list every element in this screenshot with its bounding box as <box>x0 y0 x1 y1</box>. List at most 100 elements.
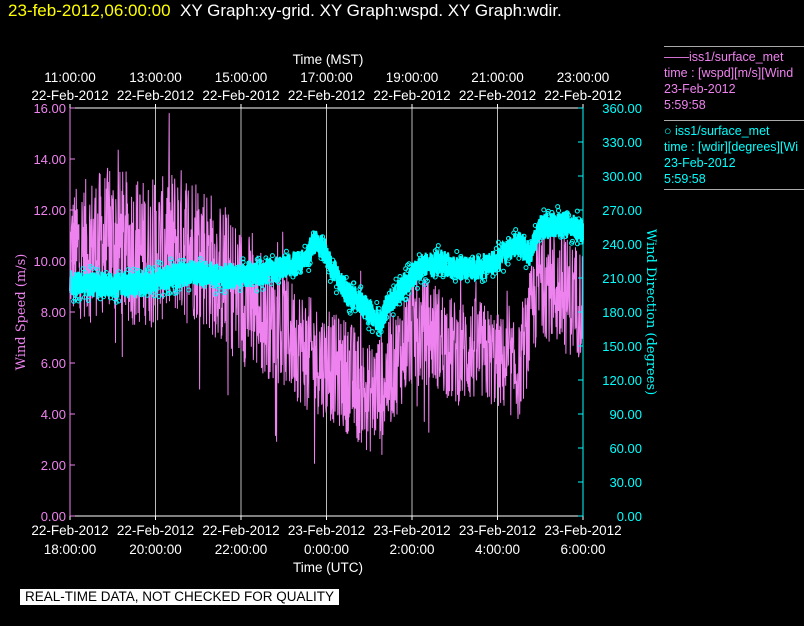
wind-direction-point <box>545 208 551 214</box>
wind-direction-point <box>541 207 547 213</box>
wind-direction-point <box>244 269 250 275</box>
wind-direction-point <box>181 279 187 285</box>
wind-direction-point <box>458 275 464 281</box>
wind-direction-point <box>410 277 416 283</box>
right-axis-title: Wind Direction (degrees) <box>643 229 658 395</box>
wind-direction-point <box>144 292 150 298</box>
legend-wdir-source: ○ iss1/surface_met <box>664 124 770 138</box>
wind-direction-point <box>282 253 288 259</box>
wind-direction-point <box>432 274 438 280</box>
top-tick-time-label: 21:00:00 <box>471 70 524 85</box>
wind-direction-point <box>263 262 269 268</box>
wind-direction-point <box>197 272 203 278</box>
wind-direction-point <box>343 274 349 280</box>
bottom-tick-time-label: 2:00:00 <box>389 542 434 557</box>
wind-direction-point <box>228 279 234 285</box>
wind-direction-point <box>305 248 311 254</box>
top-tick-time-label: 17:00:00 <box>300 70 353 85</box>
wind-direction-point <box>450 258 456 264</box>
wind-direction-point <box>116 269 122 275</box>
wind-direction-point <box>123 291 129 297</box>
chart-title: 23-feb-2012,06:00:00 XY Graph:xy-grid. X… <box>8 1 562 21</box>
wind-direction-point <box>564 210 570 216</box>
wind-direction-point <box>210 268 216 273</box>
bottom-tick-time-label: 22:00:00 <box>215 542 268 557</box>
wind-direction-point <box>115 276 121 282</box>
wind-direction-point <box>293 271 299 277</box>
wind-direction-point <box>177 286 183 292</box>
wind-direction-point <box>294 255 300 261</box>
wind-direction-point <box>411 270 417 276</box>
right-tick-label: 300.00 <box>602 169 642 184</box>
wind-direction-point <box>162 275 168 281</box>
bottom-axis-title: Time (UTC) <box>293 560 363 575</box>
wind-direction-point <box>269 253 275 259</box>
wind-direction-point <box>72 296 78 302</box>
wind-direction-point <box>384 314 390 320</box>
wind-direction-point <box>405 262 411 268</box>
wind-direction-point <box>559 225 565 231</box>
wind-direction-point <box>511 239 517 245</box>
wind-direction-point <box>449 274 455 280</box>
wind-direction-point <box>206 264 212 270</box>
right-tick-label: 210.00 <box>602 271 642 286</box>
top-tick-time-label: 23:00:00 <box>557 70 610 85</box>
wind-direction-point <box>90 284 96 290</box>
wind-direction-point <box>217 281 223 287</box>
wind-direction-point <box>417 271 423 277</box>
wind-direction-point <box>347 285 353 291</box>
right-tick-label: 30.00 <box>609 475 642 490</box>
wind-direction-point <box>556 208 561 214</box>
bottom-tick-time-label: 20:00:00 <box>129 542 182 557</box>
wind-direction-point <box>429 256 434 262</box>
wind-direction-point <box>558 234 564 240</box>
series-wind-speed <box>69 113 584 464</box>
wind-direction-point <box>468 259 474 265</box>
legend-wdir-date: 23-Feb-2012 <box>664 156 736 170</box>
wind-direction-point <box>160 292 166 298</box>
wind-direction-point <box>569 240 575 246</box>
wind-direction-point <box>269 270 275 276</box>
wind-direction-point <box>410 262 416 268</box>
wind-direction-point <box>113 299 119 305</box>
wind-direction-point <box>85 298 91 303</box>
wind-direction-point <box>492 270 498 276</box>
wind-direction-point <box>333 284 339 290</box>
wind-direction-point <box>74 290 79 296</box>
wind-direction-point <box>107 295 113 301</box>
wind-direction-point <box>424 278 430 284</box>
left-tick-label: 14.00 <box>33 152 66 167</box>
bottom-tick-date-label: 22-Feb-2012 <box>31 523 108 538</box>
wind-direction-point <box>390 312 396 318</box>
wind-direction-point <box>395 282 401 288</box>
wind-direction-point <box>260 286 266 292</box>
wind-direction-point <box>378 329 384 335</box>
wind-direction-point <box>365 320 371 326</box>
wind-direction-point <box>106 289 112 295</box>
right-tick-label: 270.00 <box>602 203 642 218</box>
wind-direction-point <box>412 277 418 283</box>
wind-direction-point <box>101 294 107 300</box>
wind-direction-point <box>105 277 111 283</box>
left-tick-label: 16.00 <box>33 101 66 116</box>
left-tick-label: 4.00 <box>41 407 66 422</box>
wind-direction-point <box>403 296 409 302</box>
wind-direction-point <box>170 282 176 288</box>
wind-direction-point <box>306 255 312 261</box>
wind-direction-point <box>210 283 216 289</box>
wind-direction-point <box>492 264 498 270</box>
bottom-tick-time-label: 18:00:00 <box>44 542 97 557</box>
wind-direction-point <box>256 255 262 261</box>
bottom-tick-time-label: 4:00:00 <box>475 542 520 557</box>
wind-direction-point <box>71 290 77 296</box>
wind-direction-point <box>215 277 221 282</box>
wind-direction-point <box>222 290 228 296</box>
wind-direction-point <box>178 264 184 270</box>
title-graph-list: XY Graph:xy-grid. XY Graph:wspd. XY Grap… <box>180 1 562 20</box>
wind-direction-point <box>464 278 470 284</box>
wind-direction-point <box>115 284 121 290</box>
top-tick-date-label: 22-Feb-2012 <box>373 88 450 103</box>
wind-direction-point <box>488 257 494 263</box>
wind-direction-point <box>103 270 109 275</box>
wind-direction-point <box>416 252 422 258</box>
